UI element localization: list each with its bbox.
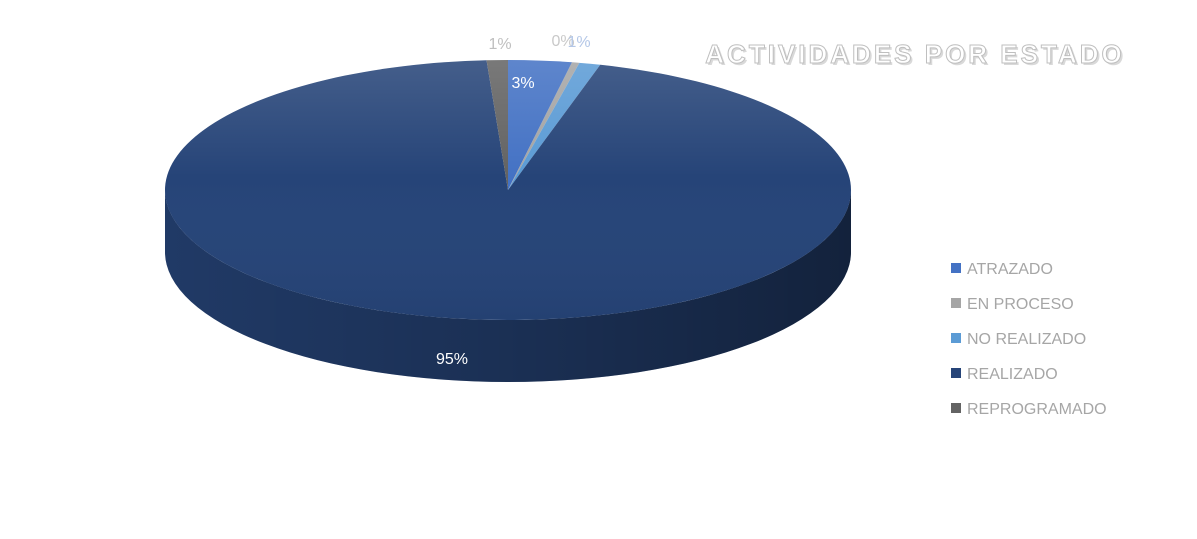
legend: ATRAZADO EN PROCESO NO REALIZADO REALIZA… <box>951 261 1107 418</box>
legend-label-en-proceso: EN PROCESO <box>967 296 1074 313</box>
data-label-realizado: 95% <box>436 351 468 368</box>
data-label-en-proceso: 0% <box>551 33 574 50</box>
legend-label-atrazado: ATRAZADO <box>967 261 1053 278</box>
legend-label-reprogramado: REPROGRAMADO <box>967 401 1107 418</box>
legend-label-realizado: REALIZADO <box>967 366 1058 383</box>
pie-side-shade-realizado <box>165 190 851 382</box>
legend-swatch-no-realizado <box>951 333 961 343</box>
chart-title: ACTIVIDADES POR ESTADO <box>705 39 1124 69</box>
legend-label-no-realizado: NO REALIZADO <box>967 331 1086 348</box>
pie-labels: 3%0%1%95%1% <box>436 33 591 368</box>
data-label-reprogramado: 1% <box>488 36 511 53</box>
pie-top <box>165 60 851 321</box>
legend-swatch-reprogramado <box>951 403 961 413</box>
pie-top-shading <box>165 60 851 320</box>
legend-swatch-atrazado <box>951 263 961 273</box>
data-label-no-realizado: 1% <box>567 34 590 51</box>
pie-sides <box>165 190 851 382</box>
legend-swatch-realizado <box>951 368 961 378</box>
data-label-atrazado: 3% <box>511 75 534 92</box>
legend-swatch-en-proceso <box>951 298 961 308</box>
chart-title-shadow: ACTIVIDADES POR ESTADO <box>707 41 1126 71</box>
